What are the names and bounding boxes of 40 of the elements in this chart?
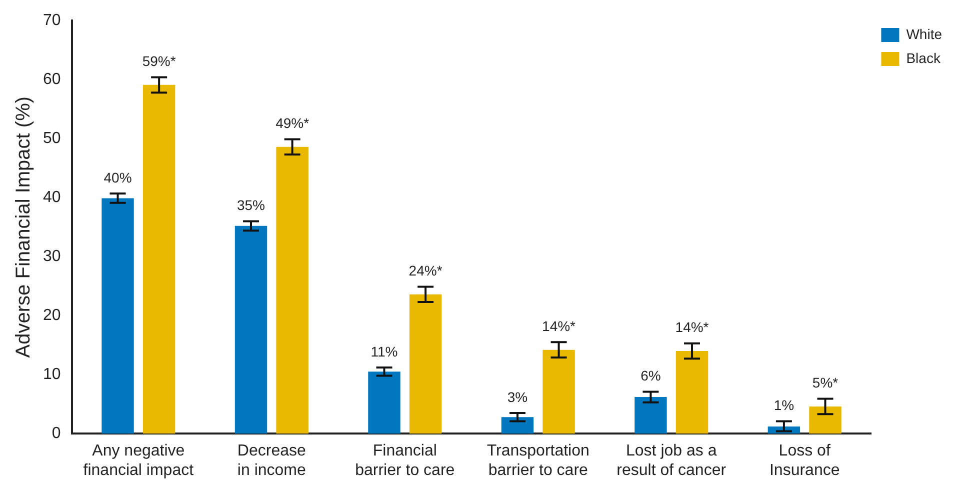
x-tick-label: Any negative financial impact (83, 442, 194, 479)
legend-label: White (906, 26, 942, 42)
data-label: 24%* (408, 262, 443, 279)
data-label: 40% (104, 169, 132, 186)
y-tick-label: 0 (52, 425, 61, 442)
data-label: 1% (774, 397, 794, 414)
data-label: 35% (236, 197, 266, 214)
bar (276, 146, 308, 434)
bar (542, 350, 575, 434)
data-label: 14%* (542, 318, 576, 334)
bar (501, 417, 534, 434)
y-tick-label: 10 (43, 366, 61, 384)
bar (809, 406, 842, 434)
bar (409, 294, 442, 434)
y-tick-label: 70 (43, 12, 61, 30)
y-axis-title: Adverse Financial Impact (%) (12, 96, 35, 358)
bar (368, 372, 400, 434)
data-label: 5%* (812, 374, 839, 391)
y-tick-label: 30 (43, 248, 61, 266)
y-tick-label: 20 (43, 307, 61, 324)
data-label: 59%* (142, 53, 176, 70)
y-tick-label: 40 (43, 189, 61, 206)
x-tick-label: Decrease in income (237, 442, 306, 479)
bar (142, 84, 176, 434)
x-tick-label: Financial barrier to care (355, 442, 455, 479)
data-label: 6% (640, 368, 661, 384)
data-label: 49%* (276, 115, 310, 132)
bar (676, 351, 708, 434)
data-label: 14%* (675, 319, 710, 336)
x-tick-label: Lost job as a result of cancer (616, 442, 727, 479)
data-label: 11% (370, 343, 398, 360)
bar (102, 198, 134, 434)
y-tick-label: 50 (43, 130, 61, 148)
bar (234, 226, 268, 434)
data-label: 3% (507, 388, 528, 405)
legend-label: Black (906, 50, 942, 66)
bar (634, 397, 667, 434)
y-tick-label: 60 (43, 71, 61, 88)
x-tick-label: Transportation barrier to care (486, 442, 590, 479)
x-tick-label: Loss of Insurance (769, 442, 840, 479)
